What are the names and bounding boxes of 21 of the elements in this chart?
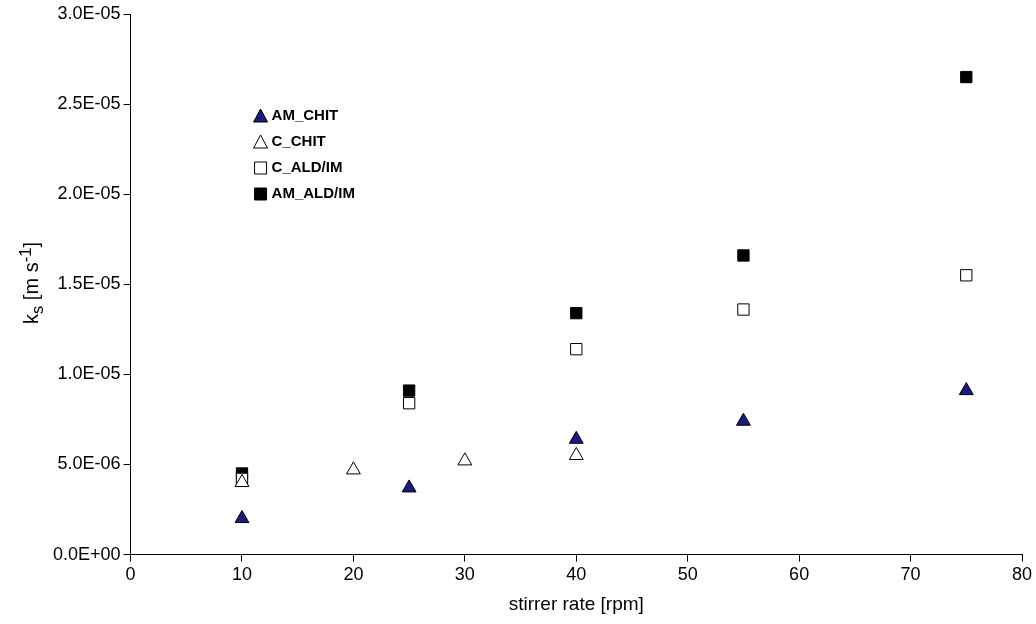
y-tick-label: 2.0E-05 — [57, 183, 121, 204]
x-tick-label: 60 — [789, 564, 810, 585]
x-tick-label: 40 — [566, 564, 587, 585]
x-axis-title: stirrer rate [rpm] — [508, 592, 644, 614]
x-tick-label: 10 — [231, 564, 253, 585]
y-tick-label: 2.5E-05 — [57, 93, 121, 114]
x-tick-label: 70 — [900, 564, 921, 585]
y-tick-label: 1.0E-05 — [57, 363, 121, 384]
x-tick-label: 20 — [343, 564, 364, 585]
y-tick-label: 0.0E+00 — [53, 543, 121, 564]
y-tick-label: 3.0E-05 — [57, 2, 121, 23]
x-tick-label: 80 — [1011, 564, 1033, 585]
x-tick-label: 0 — [125, 564, 136, 585]
x-tick-label: 30 — [454, 564, 475, 585]
y-tick-label: 5.0E-06 — [57, 453, 121, 474]
legend-label: AM_ALD/IM — [271, 184, 355, 202]
y-tick-label: 1.5E-05 — [57, 273, 121, 294]
legend-label: C_ALD/IM — [271, 158, 343, 176]
legend-label: C_CHIT — [271, 132, 326, 150]
legend-label: AM_CHIT — [271, 106, 339, 124]
x-tick-label: 50 — [677, 564, 698, 585]
